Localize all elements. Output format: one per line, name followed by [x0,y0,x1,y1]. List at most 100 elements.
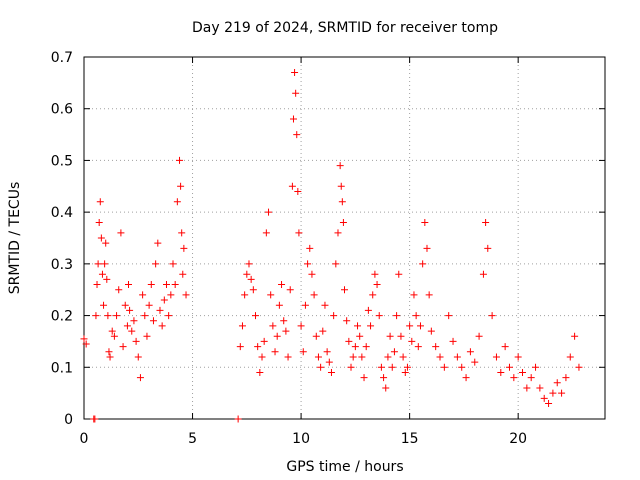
data-point [414,343,422,351]
data-point [440,363,448,371]
data-point [427,327,435,335]
data-point [341,286,348,294]
data-point [182,291,190,299]
data-point [558,389,566,397]
data-point [306,244,314,252]
data-point [180,244,188,252]
data-point [545,399,553,407]
data-point [119,343,127,351]
data-point [432,343,440,351]
data-point [80,335,88,343]
data-point [453,353,461,361]
data-point [462,374,470,382]
data-point [575,363,583,371]
data-point [351,343,359,351]
data-point [284,353,292,361]
data-point [234,415,242,423]
data-point [171,281,179,289]
data-point [401,368,409,376]
data-point [334,229,342,237]
data-point [113,312,121,320]
data-point [126,306,134,314]
data-point [369,291,377,299]
data-point [347,363,355,371]
data-point [97,234,105,242]
data-point [536,384,544,392]
data-point [343,317,351,325]
data-point [458,363,466,371]
data-point [386,332,394,340]
data-point [519,368,527,376]
data-point [484,244,492,252]
data-point [549,389,557,397]
data-point [145,301,153,309]
data-point [92,312,100,320]
data-point [125,281,133,289]
data-point [265,208,273,216]
data-point [382,384,390,392]
data-point [147,281,155,289]
data-point [262,229,270,237]
data-point [251,312,259,320]
data-point [115,286,123,294]
data-point [466,348,474,356]
data-point [412,312,420,320]
data-point [377,363,385,371]
data-point [566,353,574,361]
data-point [104,312,112,320]
data-point [445,312,453,320]
data-point [330,312,338,320]
data-point [406,322,414,330]
data-point [288,182,296,190]
data-point [91,415,99,423]
data-point [301,301,309,309]
data-point [149,317,157,325]
data-point [356,332,364,340]
data-point [362,343,370,351]
data-point [128,327,136,335]
data-point [367,322,375,330]
data-point [475,332,483,340]
data-point [314,353,322,361]
data-point [173,198,181,206]
data-point [449,337,457,345]
data-point [323,348,331,356]
data-point [260,337,268,345]
data-point [269,322,277,330]
data-point [423,244,431,252]
data-point [139,291,147,299]
data-point [395,270,403,278]
data-point [380,374,388,382]
data-point [410,291,418,299]
data-point [375,312,383,320]
data-point [178,229,186,237]
data-point [492,353,500,361]
data-point [339,218,347,226]
data-point [295,229,303,237]
data-point [312,332,320,340]
data-point [482,218,490,226]
data-point [160,296,168,304]
data-point [130,317,138,325]
x-tick-label: 20 [509,431,527,447]
data-point [297,322,305,330]
data-point [96,198,104,206]
x-axis-label: GPS time / hours [286,459,403,475]
data-point [275,301,283,309]
data-point [327,368,335,376]
data-point [304,260,312,268]
data-point [280,317,288,325]
data-point [121,301,129,309]
data-point [562,374,570,382]
data-point [532,363,540,371]
data-point [471,358,479,366]
data-point [393,312,401,320]
data-point [349,353,357,361]
y-tick-label: 0.2 [51,309,73,325]
y-tick-label: 0 [64,412,73,428]
data-point [271,348,279,356]
data-point [247,275,255,283]
data-point [110,332,118,340]
data-point [399,353,407,361]
y-tick-labels: 0 0.1 0.2 0.3 0.4 0.5 0.6 0.7 [51,50,73,428]
